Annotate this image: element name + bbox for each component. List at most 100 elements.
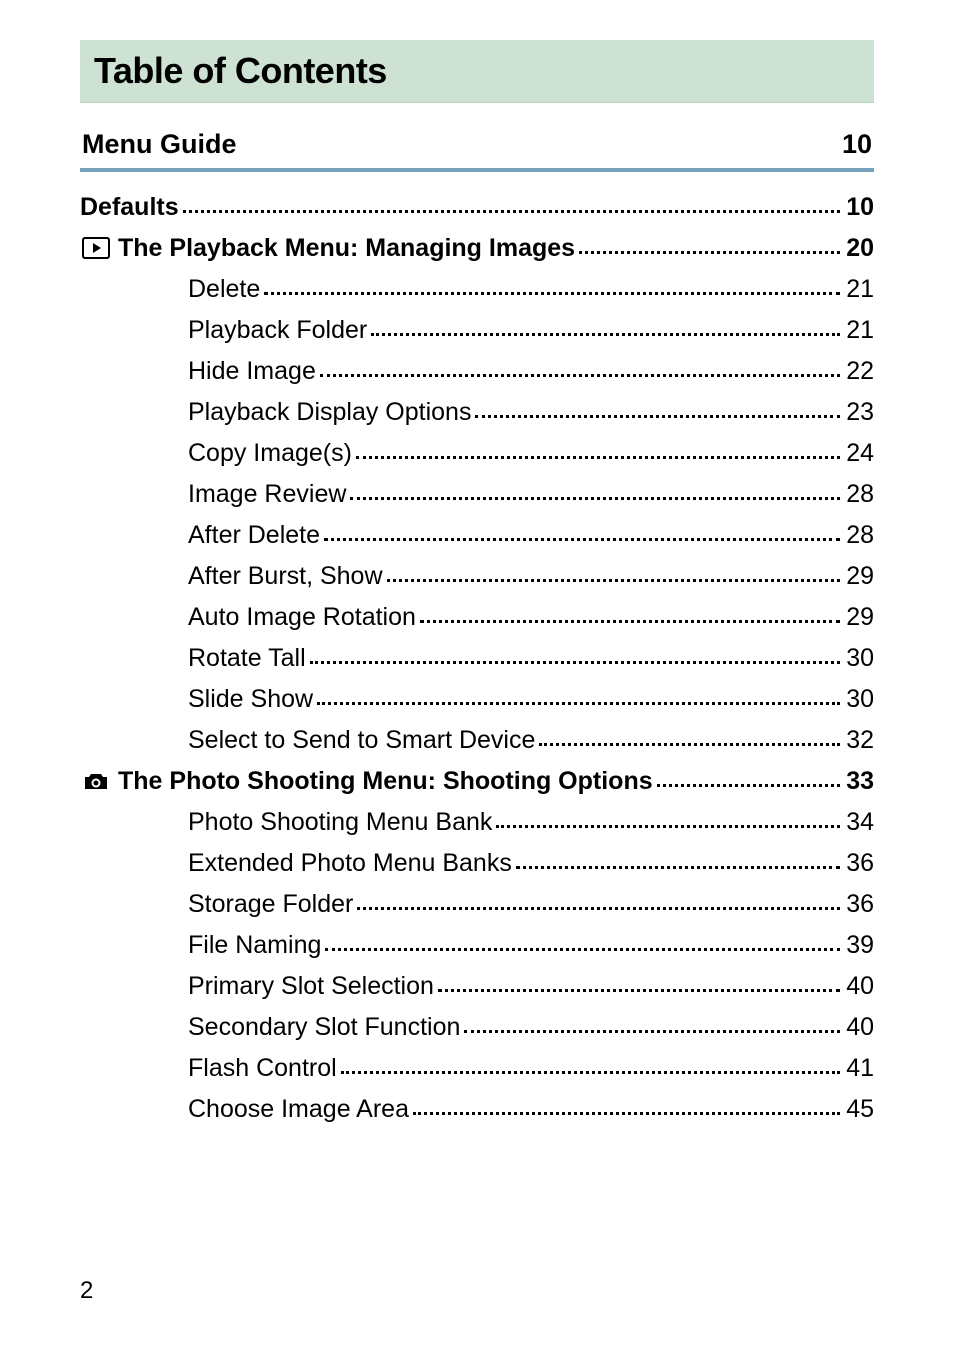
entry-label: Storage Folder	[188, 887, 353, 922]
toc-title-bar: Table of Contents	[80, 40, 874, 103]
entry-label: File Naming	[188, 928, 321, 963]
leader-dots	[357, 907, 840, 910]
leader-dots	[356, 456, 840, 459]
leader-dots	[341, 1071, 841, 1074]
entry-label: Playback Folder	[188, 313, 367, 348]
entry-label: Choose Image Area	[188, 1092, 409, 1127]
leader-dots	[264, 292, 840, 295]
toc-entry[interactable]: Defaults 10	[80, 190, 874, 225]
toc-entry[interactable]: Select to Send to Smart Device 32	[80, 723, 874, 758]
entry-page: 22	[844, 354, 874, 389]
toc-entry[interactable]: Primary Slot Selection 40	[80, 969, 874, 1004]
entry-label: Secondary Slot Function	[188, 1010, 460, 1045]
toc-entry[interactable]: File Naming 39	[80, 928, 874, 963]
entry-page: 29	[844, 559, 874, 594]
leader-dots	[413, 1112, 840, 1115]
entry-label: Photo Shooting Menu Bank	[188, 805, 492, 840]
entry-page: 40	[844, 969, 874, 1004]
leader-dots	[657, 784, 841, 787]
leader-dots	[475, 415, 840, 418]
entry-page: 30	[844, 641, 874, 676]
leader-dots	[183, 210, 841, 213]
section-header: Menu Guide 10	[80, 129, 874, 172]
toc-entry[interactable]: After Burst, Show 29	[80, 559, 874, 594]
entry-page: 20	[844, 231, 874, 266]
leader-dots	[516, 866, 840, 869]
toc-entry[interactable]: The Photo Shooting Menu: Shooting Option…	[80, 764, 874, 799]
leader-dots	[320, 374, 840, 377]
entry-page: 21	[844, 272, 874, 307]
entry-icon	[80, 764, 112, 799]
leader-dots	[324, 538, 840, 541]
entry-page: 40	[844, 1010, 874, 1045]
entry-page: 45	[844, 1092, 874, 1127]
toc-entry[interactable]: Slide Show30	[80, 682, 874, 717]
toc-entry[interactable]: Hide Image 22	[80, 354, 874, 389]
entry-page: 32	[844, 723, 874, 758]
leader-dots	[420, 620, 840, 623]
entry-page: 30	[844, 682, 874, 717]
entry-label: Hide Image	[188, 354, 316, 389]
toc-entry[interactable]: Flash Control41	[80, 1051, 874, 1086]
entry-page: 29	[844, 600, 874, 635]
leader-dots	[371, 333, 840, 336]
entry-label: After Burst, Show	[188, 559, 383, 594]
leader-dots	[317, 702, 840, 705]
entry-label: Select to Send to Smart Device	[188, 723, 535, 758]
toc-entry[interactable]: Playback Folder 21	[80, 313, 874, 348]
leader-dots	[496, 825, 840, 828]
entry-label: Playback Display Options	[188, 395, 471, 430]
toc-title: Table of Contents	[94, 50, 387, 91]
leader-dots	[438, 989, 840, 992]
toc-entry[interactable]: Rotate Tall 30	[80, 641, 874, 676]
entry-page: 21	[844, 313, 874, 348]
entry-label: After Delete	[188, 518, 320, 553]
entry-page: 23	[844, 395, 874, 430]
entry-label: Rotate Tall	[188, 641, 306, 676]
leader-dots	[579, 251, 840, 254]
toc-list: Defaults 10 The Playback Menu: Managing Im…	[80, 190, 874, 1127]
camera-icon	[82, 770, 110, 792]
play-icon	[82, 237, 110, 259]
leader-dots	[387, 579, 841, 582]
entry-page: 33	[844, 764, 874, 799]
entry-label: Extended Photo Menu Banks	[188, 846, 512, 881]
toc-entry[interactable]: After Delete 28	[80, 518, 874, 553]
page-number: 2	[80, 1277, 93, 1305]
entry-page: 28	[844, 477, 874, 512]
toc-entry[interactable]: Copy Image(s) 24	[80, 436, 874, 471]
toc-entry[interactable]: The Playback Menu: Managing Images 20	[80, 231, 874, 266]
toc-entry[interactable]: Secondary Slot Function 40	[80, 1010, 874, 1045]
entry-page: 36	[844, 846, 874, 881]
entry-label: Delete	[188, 272, 260, 307]
toc-entry[interactable]: Auto Image Rotation 29	[80, 600, 874, 635]
entry-label: Image Review	[188, 477, 346, 512]
toc-entry[interactable]: Playback Display Options 23	[80, 395, 874, 430]
entry-page: 24	[844, 436, 874, 471]
leader-dots	[350, 497, 840, 500]
leader-dots	[539, 743, 840, 746]
entry-page: 28	[844, 518, 874, 553]
entry-label: Copy Image(s)	[188, 436, 352, 471]
entry-label: Primary Slot Selection	[188, 969, 434, 1004]
toc-entry[interactable]: Photo Shooting Menu Bank 34	[80, 805, 874, 840]
entry-page: 36	[844, 887, 874, 922]
entry-page: 39	[844, 928, 874, 963]
section-page: 10	[842, 129, 872, 160]
toc-entry[interactable]: Image Review 28	[80, 477, 874, 512]
entry-label: The Photo Shooting Menu: Shooting Option…	[118, 764, 653, 799]
leader-dots	[325, 948, 840, 951]
entry-icon	[80, 231, 112, 266]
entry-label: The Playback Menu: Managing Images	[118, 231, 575, 266]
toc-entry[interactable]: Extended Photo Menu Banks 36	[80, 846, 874, 881]
entry-page: 10	[844, 190, 874, 225]
toc-entry[interactable]: Storage Folder 36	[80, 887, 874, 922]
entry-page: 34	[844, 805, 874, 840]
toc-entry[interactable]: Choose Image Area 45	[80, 1092, 874, 1127]
entry-label: Defaults	[80, 190, 179, 225]
toc-entry[interactable]: Delete 21	[80, 272, 874, 307]
entry-label: Flash Control	[188, 1051, 337, 1086]
leader-dots	[310, 661, 841, 664]
entry-label: Auto Image Rotation	[188, 600, 416, 635]
leader-dots	[464, 1030, 840, 1033]
